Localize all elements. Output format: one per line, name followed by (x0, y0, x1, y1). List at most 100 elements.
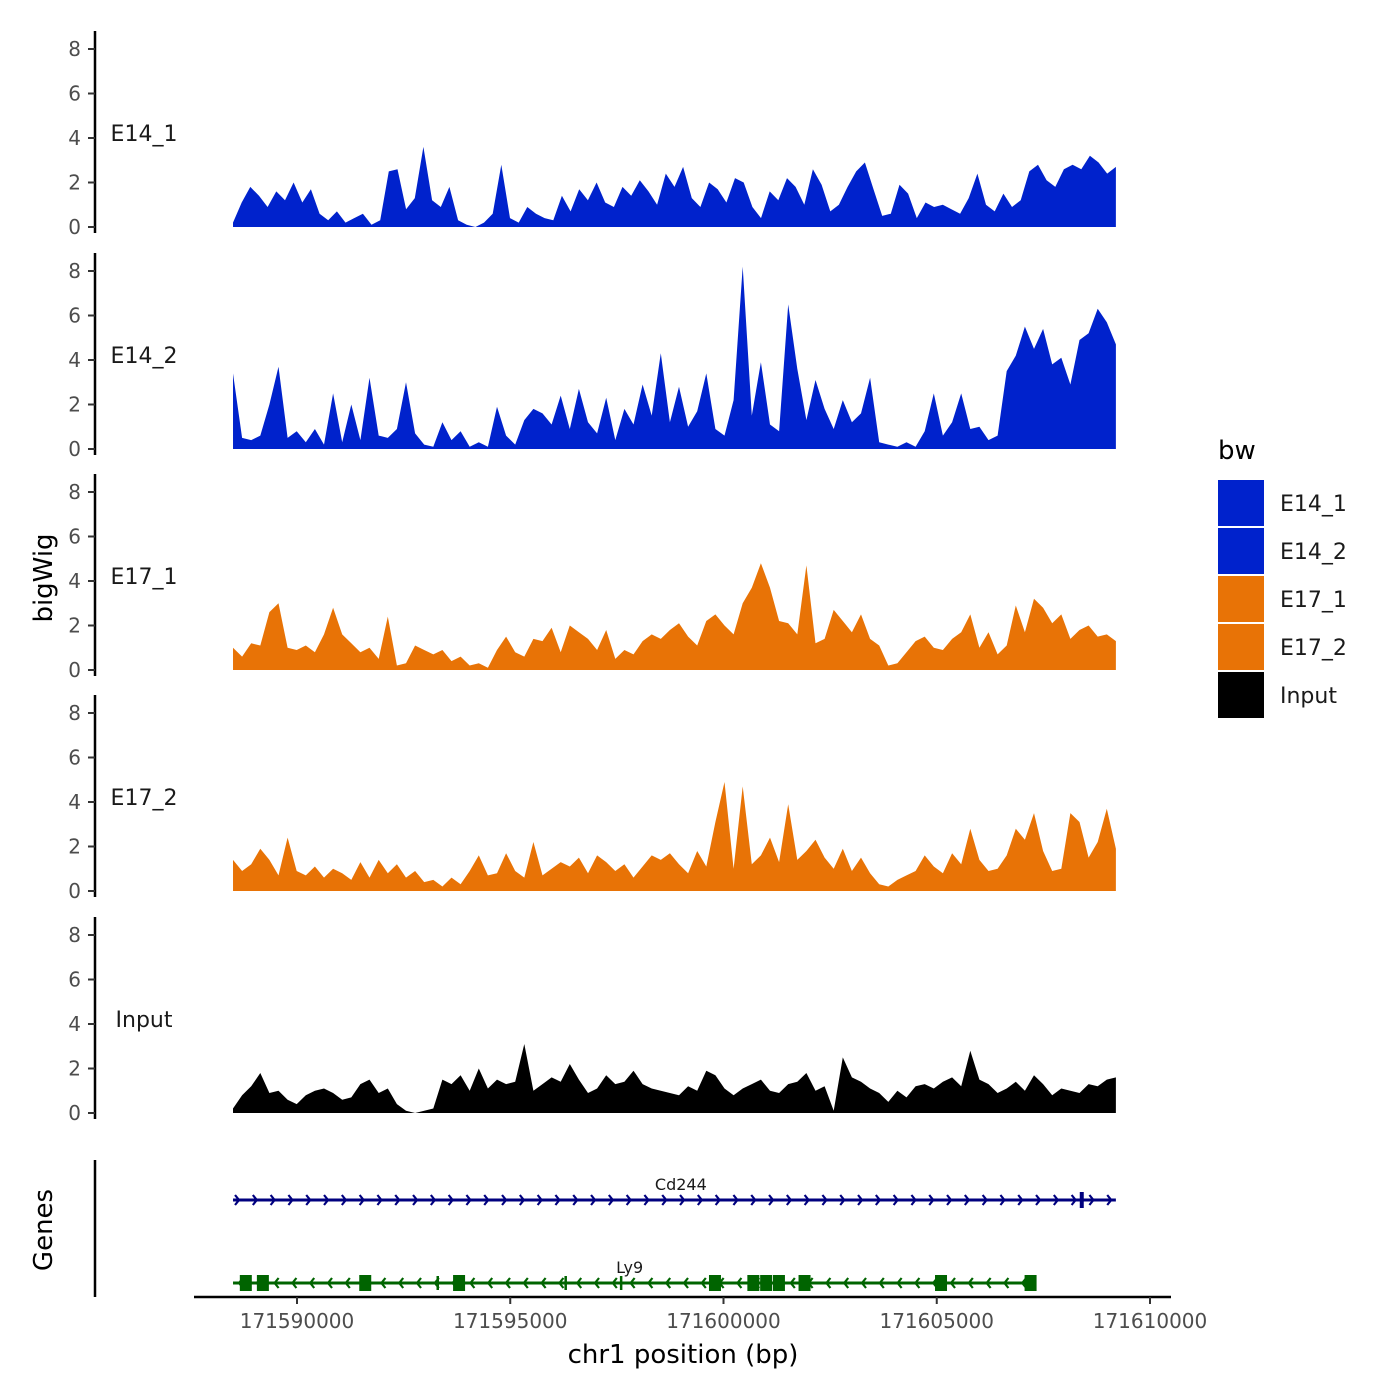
y-tick-label: 4 (68, 126, 81, 150)
strand-chevron (501, 1194, 508, 1206)
legend-label: E17_1 (1280, 588, 1347, 613)
exon (772, 1275, 785, 1291)
strand-chevron (892, 1194, 900, 1206)
strand-chevron (251, 1194, 259, 1206)
strand-chevron (269, 1194, 277, 1206)
strand-chevron (611, 1277, 618, 1289)
signal-area-e14-2 (233, 266, 1116, 449)
strand-chevron (629, 1277, 636, 1289)
strand-chevron (700, 1277, 707, 1289)
strand-chevron (308, 1277, 316, 1289)
strand-chevron (593, 1277, 600, 1289)
strand-chevron (326, 1277, 333, 1289)
track-e17-1: 0 2 4 6 8 E17_1 (68, 474, 1116, 682)
gene-label: Ly9 (616, 1258, 643, 1277)
x-tick-label: 171595000 (453, 1309, 568, 1333)
strand-chevron (340, 1194, 348, 1206)
strand-chevron (878, 1277, 885, 1289)
signal-area-input (233, 1044, 1116, 1113)
strand-chevron (914, 1277, 921, 1289)
strand-chevron (1052, 1194, 1060, 1206)
strand-chevron (896, 1277, 903, 1289)
strand-chevron (999, 1194, 1006, 1206)
strand-chevron (273, 1277, 280, 1289)
exon (935, 1275, 948, 1291)
y-tick-label: 0 (68, 1101, 81, 1125)
track-label: Input (116, 1008, 173, 1033)
y-tick-label: 8 (68, 701, 81, 725)
legend-title: bw (1218, 436, 1256, 466)
signal-area-e17-1 (233, 563, 1116, 670)
strand-chevron (910, 1194, 917, 1206)
legend-label: Input (1280, 684, 1337, 709)
exon (798, 1275, 811, 1291)
strand-chevron (860, 1277, 867, 1289)
track-e17-2: 0 2 4 6 8 E17_2 (68, 695, 1116, 903)
strand-chevron (429, 1194, 437, 1206)
strand-chevron (732, 1194, 739, 1206)
y-tick-label: 4 (68, 348, 81, 372)
strand-chevron (789, 1277, 796, 1289)
x-axis: 171590000 171595000 171600000 171605000 1716… (194, 1295, 1208, 1333)
strand-chevron (803, 1194, 811, 1206)
y-tick-label: 6 (68, 82, 81, 106)
bigwig-tracks: 0 2 4 6 8 E14_1 0 2 4 6 8 E14_2 0 2 4 6 8 E17_1 0 2 4 6 8 E17_2… (68, 31, 1116, 1125)
strand-chevron (857, 1194, 864, 1206)
strand-chevron (661, 1194, 668, 1206)
legend-swatch (1218, 672, 1264, 718)
strand-chevron (358, 1194, 366, 1206)
strand-chevron (714, 1194, 722, 1206)
x-tick-label: 171600000 (666, 1309, 781, 1333)
strand-chevron (963, 1194, 971, 1206)
strand-chevron (785, 1194, 793, 1206)
strand-chevron (469, 1277, 476, 1289)
y-tick-label: 8 (68, 37, 81, 61)
strand-chevron (946, 1194, 953, 1206)
y-tick-label: 2 (68, 1057, 81, 1081)
legend-label: E14_2 (1280, 540, 1347, 565)
strand-chevron (323, 1194, 330, 1206)
strand-chevron (590, 1194, 597, 1206)
strand-chevron (1070, 1194, 1078, 1206)
strand-chevron (874, 1194, 882, 1206)
signal-area-e14-1 (233, 146, 1116, 227)
strand-chevron (504, 1277, 511, 1289)
y-tick-label: 6 (68, 304, 81, 328)
y-axis-title: bigWig (29, 533, 59, 622)
strand-chevron (376, 1194, 383, 1206)
legend-swatch (1218, 480, 1264, 526)
y-tick-label: 4 (68, 790, 81, 814)
y-tick-label: 0 (68, 658, 81, 682)
exon (1024, 1275, 1037, 1291)
strand-chevron (447, 1194, 455, 1206)
strand-chevron (287, 1194, 294, 1206)
strand-chevron (1035, 1194, 1042, 1206)
y-tick-label: 2 (68, 614, 81, 638)
strand-chevron (305, 1194, 312, 1206)
y-tick-label: 8 (68, 259, 81, 283)
track-label: E14_1 (111, 122, 178, 147)
y-tick-label: 0 (68, 437, 81, 461)
genes-axis-title: Genes (29, 1189, 59, 1271)
strand-chevron (981, 1194, 989, 1206)
strand-chevron (949, 1277, 956, 1289)
y-tick-label: 4 (68, 1012, 81, 1036)
strand-chevron (643, 1194, 650, 1206)
track-e14-2: 0 2 4 6 8 E14_2 (68, 253, 1116, 461)
y-tick-label: 0 (68, 879, 81, 903)
track-e14-1: 0 2 4 6 8 E14_1 (68, 31, 1116, 239)
legend-swatch (1218, 624, 1264, 670)
strand-chevron (415, 1277, 422, 1289)
gene-label: Cd244 (655, 1175, 707, 1194)
strand-chevron (344, 1277, 351, 1289)
strand-chevron (985, 1277, 992, 1289)
exon (708, 1275, 721, 1291)
strand-chevron (540, 1277, 547, 1289)
x-tick-label: 171590000 (240, 1309, 355, 1333)
track-input: 0 2 4 6 8 Input (68, 917, 1116, 1125)
x-tick-label: 171610000 (1093, 1309, 1208, 1333)
strand-chevron (839, 1194, 846, 1206)
strand-chevron (842, 1277, 850, 1289)
gene-cd244: Cd244 (233, 1175, 1116, 1208)
y-tick-label: 2 (68, 393, 81, 417)
